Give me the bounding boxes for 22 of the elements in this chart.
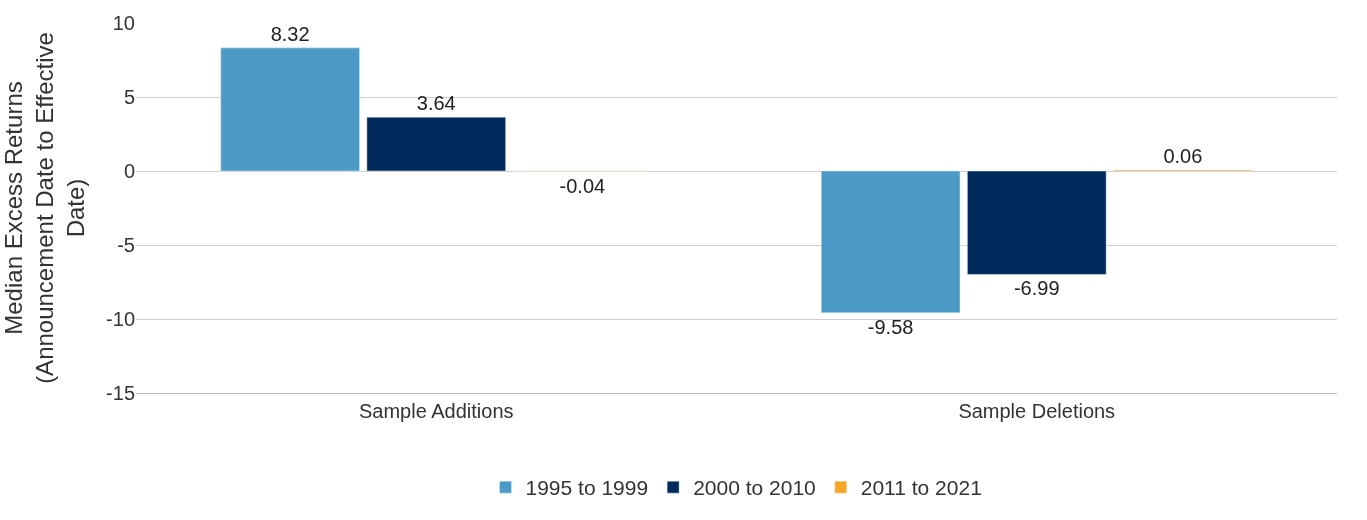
- bar: [820, 170, 961, 314]
- y-tick-label: 0: [123, 160, 135, 182]
- x-tick-label: Sample Additions: [358, 400, 514, 422]
- data-label: 3.64: [416, 92, 456, 115]
- bar: [220, 47, 360, 172]
- y-tick-label: -5: [117, 234, 135, 256]
- y-axis-title: Median Excess Returns (Announcement Date to Effective Date): [0, 32, 90, 384]
- data-label: 0.06: [1163, 145, 1203, 168]
- data-label: -0.04: [559, 174, 606, 197]
- y-tick-label: 5: [123, 86, 135, 108]
- data-label: 8.32: [270, 22, 310, 45]
- y-tick-label: -15: [106, 382, 135, 404]
- y-tick-label: 10: [112, 12, 135, 34]
- x-tick-label: Sample Deletions: [958, 400, 1116, 422]
- legend-label: 1995 to 1999: [525, 476, 649, 500]
- data-label: -6.99: [1013, 277, 1060, 300]
- bar: [366, 116, 506, 172]
- bar: [967, 170, 1107, 275]
- y-tick-label: -10: [106, 308, 135, 330]
- legend-label: 2011 to 2021: [860, 476, 982, 500]
- data-label: -9.58: [867, 315, 914, 338]
- legend-label: 2000 to 2010: [693, 476, 816, 500]
